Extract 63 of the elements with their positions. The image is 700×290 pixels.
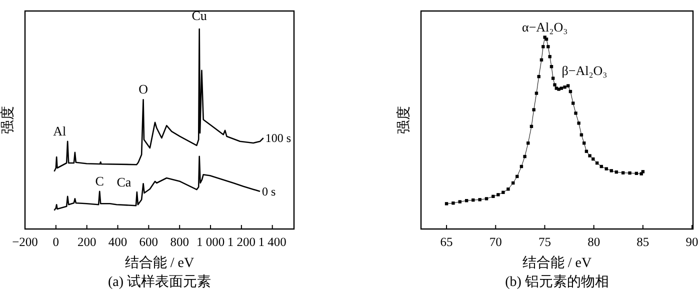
point [532, 108, 536, 112]
point [534, 92, 538, 95]
annotation: C [95, 173, 104, 188]
point [563, 86, 566, 89]
x-tick-label: 800 [170, 235, 189, 249]
point [588, 154, 592, 158]
point [604, 167, 608, 170]
x-tick-label: 65 [440, 235, 453, 249]
point [523, 154, 526, 158]
point [458, 200, 462, 204]
point [496, 193, 500, 196]
annotation: Ca [116, 174, 132, 190]
point [621, 171, 625, 174]
point [506, 188, 510, 191]
point [546, 45, 550, 48]
point [553, 83, 556, 86]
x-tick-label: 85 [636, 235, 650, 249]
x-tick-label: 1 400 [258, 235, 286, 249]
point [577, 122, 580, 125]
point [572, 102, 575, 105]
point [584, 150, 588, 153]
annotation: β−Al₂O₃ [562, 63, 608, 78]
point [484, 197, 488, 200]
point [610, 169, 613, 172]
x-tick-label: 600 [139, 235, 158, 249]
point [492, 194, 495, 198]
x-tick-label: 0 [52, 235, 60, 249]
point [544, 38, 548, 41]
point [452, 202, 455, 205]
point [551, 76, 555, 80]
y-axis-title: 强度 [0, 106, 16, 134]
x-tick-label: 90 [686, 235, 698, 249]
point [542, 45, 545, 48]
series-label: 100 s [265, 131, 292, 145]
x-tick-label: 70 [489, 235, 502, 249]
x-tick-label: 80 [588, 235, 600, 249]
point [557, 88, 560, 91]
point [444, 202, 448, 206]
point [628, 171, 632, 175]
point [548, 55, 552, 58]
x-tick-label: 400 [108, 235, 128, 249]
text: (b) 铝元素的物相 [505, 274, 609, 290]
point [502, 190, 505, 194]
y-axis-title: 强度 [396, 106, 412, 134]
point [574, 112, 578, 115]
point [537, 74, 540, 78]
x-tick-label: 200 [77, 235, 96, 249]
point [566, 84, 570, 88]
point [560, 86, 564, 90]
x-axis-title: 结合能 / eV [124, 255, 194, 271]
series-label: 0 s [262, 184, 276, 198]
x-tick-label: 75 [538, 235, 551, 249]
point [478, 198, 482, 202]
x-tick-label: 1 200 [227, 235, 256, 249]
annotation: O [138, 82, 148, 97]
annotation: Al [53, 123, 66, 138]
annotation: α−Al₂O₃ [522, 19, 568, 34]
x-axis-title: 结合能 / eV [522, 255, 592, 271]
x-tick-label: 1 000 [196, 235, 225, 249]
annotation: Cu [192, 8, 208, 23]
text: (a) 试样表面元素 [108, 274, 212, 290]
point [641, 170, 645, 174]
x-tick-label: −200 [12, 235, 38, 249]
